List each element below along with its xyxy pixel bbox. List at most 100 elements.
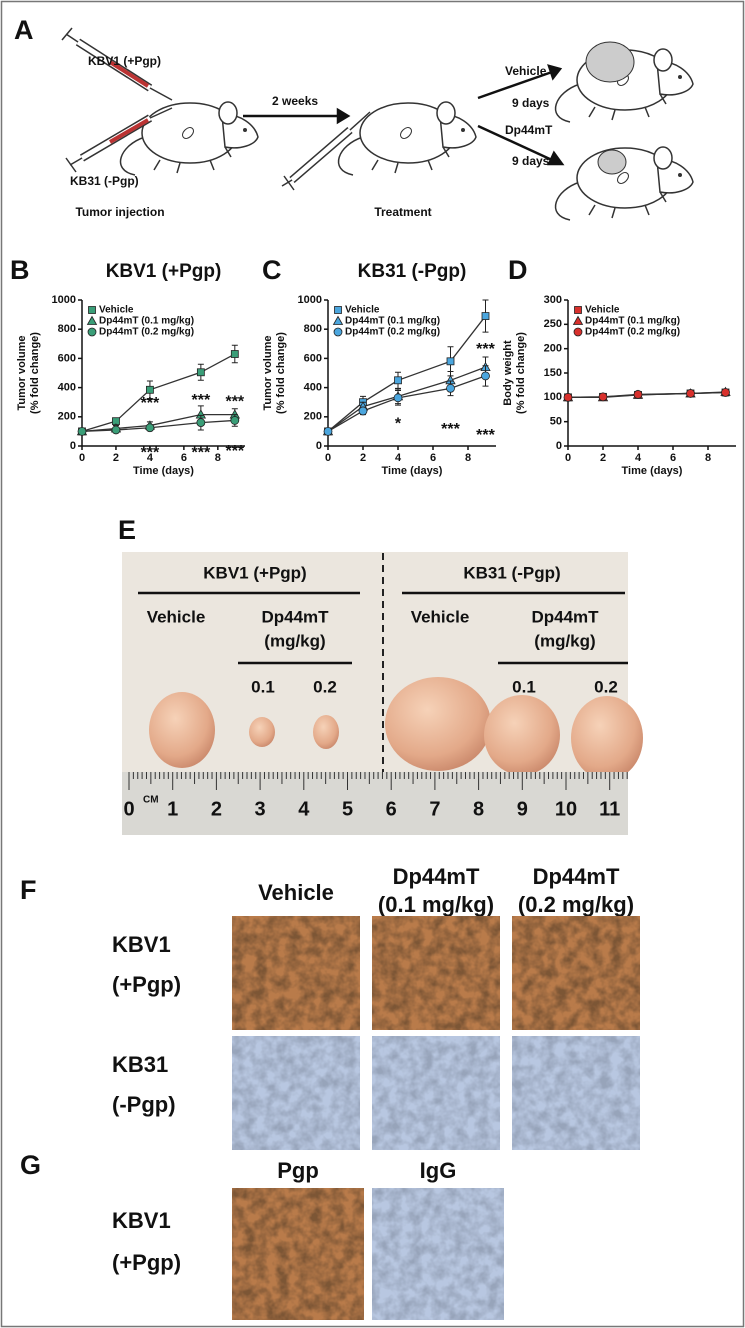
y-axis-label: (% fold change) <box>275 332 287 414</box>
y-tick-label: 1000 <box>298 294 322 306</box>
y-tick-label: 600 <box>58 352 76 364</box>
micrograph-tint <box>372 1188 504 1320</box>
column-label: (0.2 mg/kg) <box>518 892 634 917</box>
annotation: *** <box>225 443 244 460</box>
y-tick-label: 300 <box>544 294 562 306</box>
column-label: (0.1 mg/kg) <box>378 892 494 917</box>
legend-label: Dp44mT (0.1 mg/kg) <box>345 316 440 327</box>
marker <box>77 426 87 436</box>
annotation: * <box>395 415 402 432</box>
marker <box>446 383 455 393</box>
label: 9 days <box>512 154 550 168</box>
x-axis-label: Time (days) <box>622 465 683 477</box>
x-tick-label: 8 <box>705 452 711 464</box>
ruler-label: 11 <box>599 798 620 820</box>
x-tick-label: 4 <box>395 452 402 464</box>
micrograph-tint <box>372 1036 500 1150</box>
y-tick-label: 0 <box>556 440 562 452</box>
ruler-label: 3 <box>255 798 266 820</box>
x-tick-label: 4 <box>635 452 642 464</box>
y-axis-label: (% fold change) <box>29 332 41 414</box>
ruler-label: 10 <box>555 798 577 820</box>
marker <box>145 423 155 433</box>
group-title: KB31 (-Pgp) <box>463 563 560 582</box>
marker <box>394 376 402 385</box>
series-line <box>327 375 486 432</box>
series-line <box>81 353 236 433</box>
annotation: *** <box>141 395 160 412</box>
y-axis-label: Tumor volume <box>16 336 28 411</box>
label: Vehicle <box>411 607 470 626</box>
x-tick-label: 8 <box>465 452 471 464</box>
y-tick-label: 1000 <box>52 294 76 306</box>
y-tick-label: 400 <box>304 382 322 394</box>
y-tick-label: 800 <box>58 323 76 335</box>
y-tick-label: 200 <box>544 343 562 355</box>
ruler-label: 2 <box>211 798 222 820</box>
syringes <box>61 27 371 191</box>
micrograph-texture <box>232 1036 360 1150</box>
legend-label: Dp44mT (0.2 mg/kg) <box>345 327 440 338</box>
x-tick-label: 2 <box>600 452 606 464</box>
tumor <box>585 41 635 83</box>
legend-marker <box>572 315 584 325</box>
arrows <box>243 64 565 166</box>
tumors <box>149 677 643 780</box>
mouse <box>337 101 477 176</box>
legend-marker <box>86 315 98 325</box>
label: Dp44mT <box>505 123 553 137</box>
micrograph-tint <box>512 916 640 1030</box>
panel-e: E 0 CM 1 2 3 4 5 6 7 8 9 10 11 12 <box>118 515 643 835</box>
y-axis-label: Body weight <box>502 340 514 406</box>
legend-marker <box>87 327 97 337</box>
x-tick-label: 6 <box>670 452 676 464</box>
legend-label: Dp44mT (0.1 mg/kg) <box>99 316 194 327</box>
panel-label: A <box>14 15 34 45</box>
column-label: Pgp <box>277 1158 319 1183</box>
panel-label: E <box>118 515 136 545</box>
y-axis-label: Tumor volume <box>262 336 274 411</box>
label: Treatment <box>374 205 431 219</box>
marker <box>230 350 239 358</box>
legend-label: Dp44mT (0.2 mg/kg) <box>99 327 194 338</box>
x-tick-label: 0 <box>79 452 85 464</box>
legend-marker <box>334 306 342 314</box>
annotation: *** <box>141 445 160 462</box>
label: 2 weeks <box>272 94 318 108</box>
mouse <box>119 101 259 176</box>
y-tick-label: 100 <box>544 391 562 403</box>
marker <box>481 312 490 320</box>
panel-label: G <box>20 1150 41 1180</box>
ruler-label: 7 <box>429 798 440 820</box>
label: KBV1 (+Pgp) <box>88 54 161 68</box>
x-tick-label: 2 <box>360 452 366 464</box>
marker <box>230 416 240 425</box>
x-tick-label: 0 <box>325 452 331 464</box>
label: Vehicle <box>505 64 547 78</box>
ruler-label: 6 <box>386 798 397 820</box>
label: KB31 (-Pgp) <box>70 174 139 188</box>
group-title: KBV1 (+Pgp) <box>203 563 306 582</box>
legend-label: Vehicle <box>585 305 620 316</box>
ruler-label: 1 <box>167 798 178 820</box>
series-line <box>81 413 235 433</box>
panel-a: A KBV1 (+Pgp) KB31 (-Pgp) 2 weeks Vehicl… <box>14 15 694 221</box>
row-label: (+Pgp) <box>112 972 181 997</box>
label: (mg/kg) <box>264 631 325 650</box>
row-label: (+Pgp) <box>112 1250 181 1275</box>
row-label: KBV1 <box>112 1208 171 1233</box>
column-label: IgG <box>420 1158 457 1183</box>
y-tick-label: 50 <box>550 416 562 428</box>
y-axis-label: (% fold change) <box>515 332 527 414</box>
dose: 0.2 <box>594 677 618 696</box>
marker <box>393 393 403 403</box>
legend-label: Dp44mT (0.1 mg/kg) <box>585 316 680 327</box>
y-tick-label: 200 <box>58 411 76 423</box>
row-label: KB31 <box>112 1052 168 1077</box>
micrograph-texture <box>232 916 360 1030</box>
annotation: *** <box>476 427 495 444</box>
marker <box>563 392 573 402</box>
x-tick-label: 4 <box>147 452 154 464</box>
legend-marker <box>333 327 343 337</box>
y-tick-label: 200 <box>304 411 322 423</box>
